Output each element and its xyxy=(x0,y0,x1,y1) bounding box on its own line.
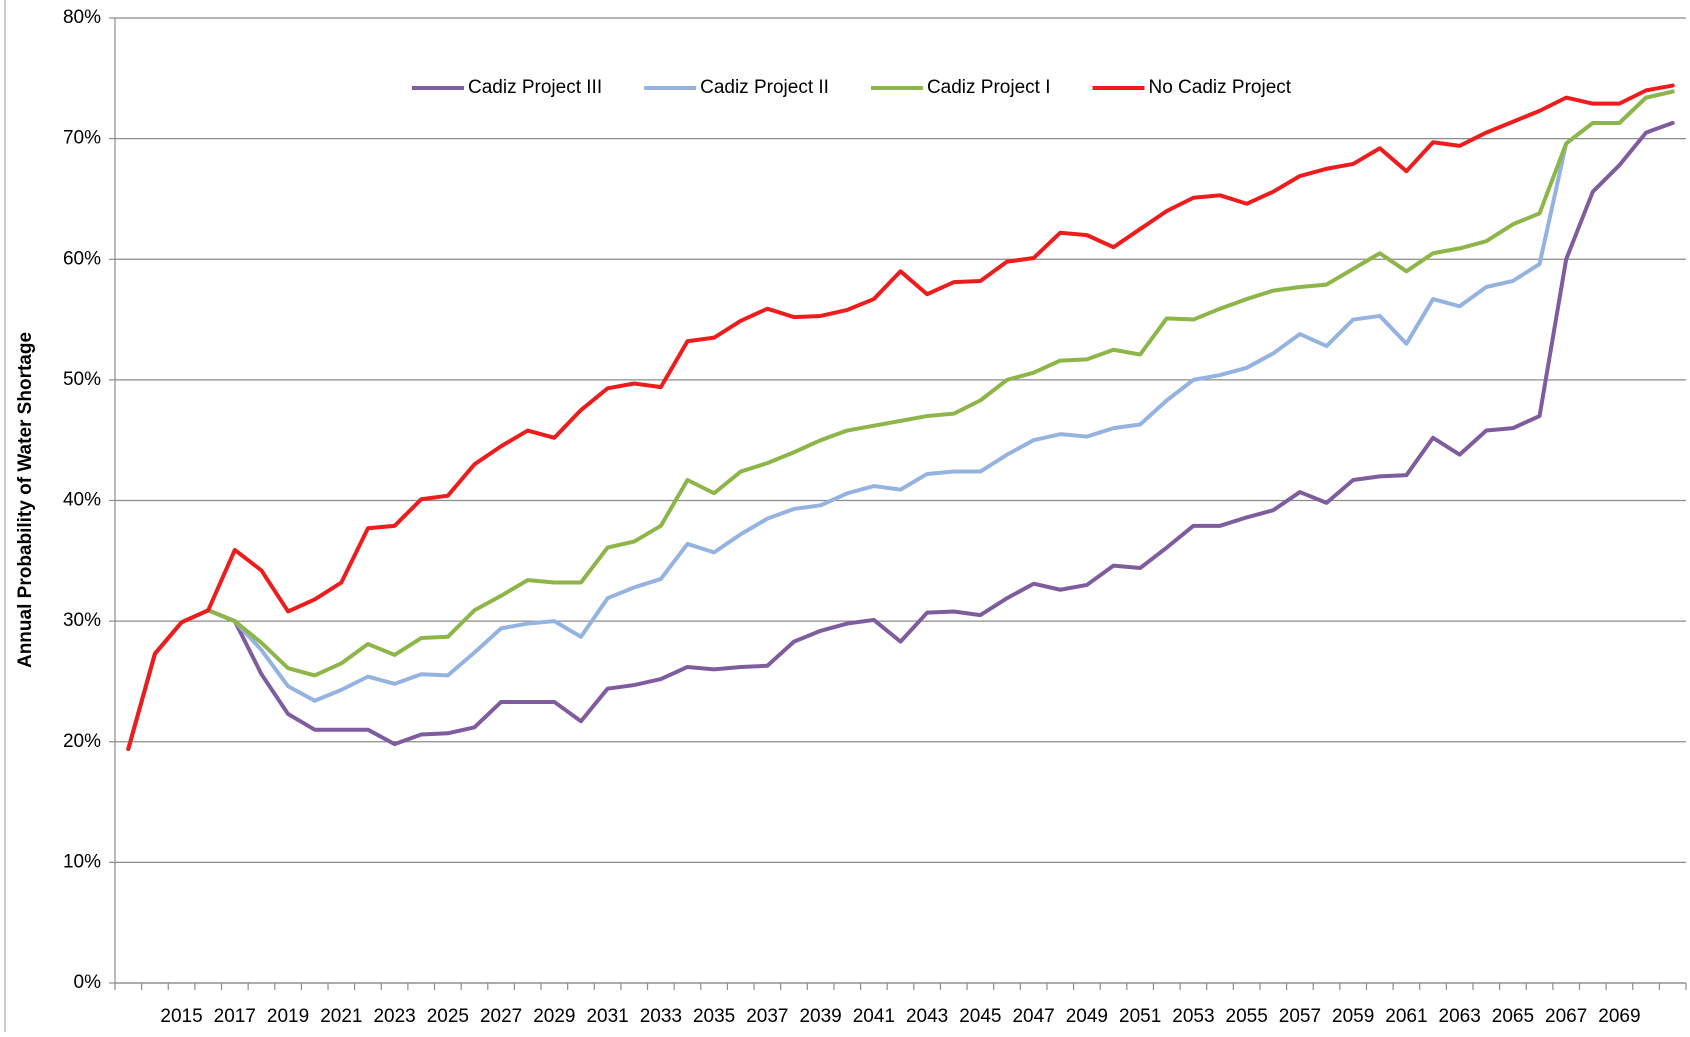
x-tick-label: 2043 xyxy=(906,1006,948,1027)
x-tick-label: 2029 xyxy=(533,1006,575,1027)
y-axis-title: Annual Probability of Water Shortage xyxy=(15,332,36,668)
y-tick-label: 10% xyxy=(63,851,101,872)
x-tick-label: 2059 xyxy=(1332,1006,1374,1027)
legend-label: No Cadiz Project xyxy=(1148,77,1291,98)
x-tick-label: 2069 xyxy=(1598,1006,1640,1027)
legend-label: Cadiz Project III xyxy=(468,77,602,98)
x-tick-label: 2047 xyxy=(1012,1006,1054,1027)
series-line xyxy=(126,83,1675,751)
series-line xyxy=(126,89,1675,751)
series-line xyxy=(126,89,1675,751)
x-tick-label: 2017 xyxy=(214,1006,256,1027)
x-tick-label: 2033 xyxy=(640,1006,682,1027)
legend-label: Cadiz Project I xyxy=(927,77,1051,98)
x-tick-label: 2015 xyxy=(160,1006,202,1027)
x-tick-label: 2063 xyxy=(1439,1006,1481,1027)
x-tick-label: 2019 xyxy=(267,1006,309,1027)
y-tick-label: 0% xyxy=(74,972,102,993)
series-line xyxy=(126,120,1675,751)
x-tick-label: 2049 xyxy=(1066,1006,1108,1027)
x-tick-label: 2051 xyxy=(1119,1006,1161,1027)
y-tick-label: 30% xyxy=(63,610,101,631)
x-tick-label: 2041 xyxy=(853,1006,895,1027)
x-tick-label: 2023 xyxy=(373,1006,415,1027)
x-tick-label: 2025 xyxy=(427,1006,469,1027)
y-tick-label: 60% xyxy=(63,248,101,269)
x-tick-label: 2031 xyxy=(586,1006,628,1027)
x-tick-label: 2021 xyxy=(320,1006,362,1027)
x-tick-label: 2039 xyxy=(799,1006,841,1027)
x-tick-label: 2027 xyxy=(480,1006,522,1027)
y-tick-label: 50% xyxy=(63,369,101,390)
x-tick-label: 2057 xyxy=(1279,1006,1321,1027)
y-tick-label: 40% xyxy=(63,490,101,511)
x-tick-label: 2037 xyxy=(746,1006,788,1027)
x-tick-label: 2053 xyxy=(1172,1006,1214,1027)
y-tick-label: 70% xyxy=(63,128,101,149)
x-tick-label: 2035 xyxy=(693,1006,735,1027)
x-tick-label: 2067 xyxy=(1545,1006,1587,1027)
y-tick-label: 80% xyxy=(63,7,101,28)
x-tick-label: 2045 xyxy=(959,1006,1001,1027)
x-tick-label: 2055 xyxy=(1226,1006,1268,1027)
x-tick-label: 2061 xyxy=(1385,1006,1427,1027)
x-tick-label: 2065 xyxy=(1492,1006,1534,1027)
y-tick-label: 20% xyxy=(63,731,101,752)
legend-label: Cadiz Project II xyxy=(700,77,829,98)
